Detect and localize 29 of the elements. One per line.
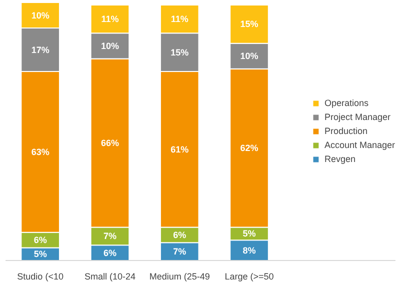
x-tick-label: Medium (25-49 — [149, 272, 210, 282]
legend-label: Production — [324, 125, 368, 137]
data-label: 66% — [100, 138, 119, 148]
x-tick-label: Large (>=50 — [224, 272, 274, 282]
legend-label: Project Manager — [324, 111, 390, 123]
data-label: 15% — [170, 47, 189, 58]
legend-label: Revgen — [324, 153, 356, 165]
data-label: 62% — [240, 143, 258, 154]
data-label: 11% — [170, 14, 188, 24]
data-label: 6% — [173, 230, 186, 240]
legend-label: Account Manager — [324, 139, 395, 151]
x-tick-label: Studio (<10 — [17, 272, 64, 282]
data-label: 7% — [103, 231, 116, 242]
data-label: 63% — [31, 146, 50, 157]
data-label: 11% — [101, 14, 119, 24]
data-label: 10% — [240, 51, 258, 62]
data-label: 5% — [242, 228, 256, 239]
data-label: 8% — [242, 245, 256, 256]
x-tick-label: Small (10-24 — [84, 272, 136, 282]
legend-label: Operations — [324, 97, 368, 109]
data-label: 5% — [34, 249, 47, 260]
data-label: 10% — [31, 10, 50, 20]
data-label: 6% — [34, 235, 47, 246]
data-label: 7% — [173, 246, 186, 257]
data-label: 6% — [103, 248, 116, 258]
data-label: 17% — [31, 44, 50, 55]
data-label: 61% — [170, 144, 189, 154]
data-label: 10% — [100, 40, 119, 51]
data-label: 15% — [240, 19, 258, 30]
